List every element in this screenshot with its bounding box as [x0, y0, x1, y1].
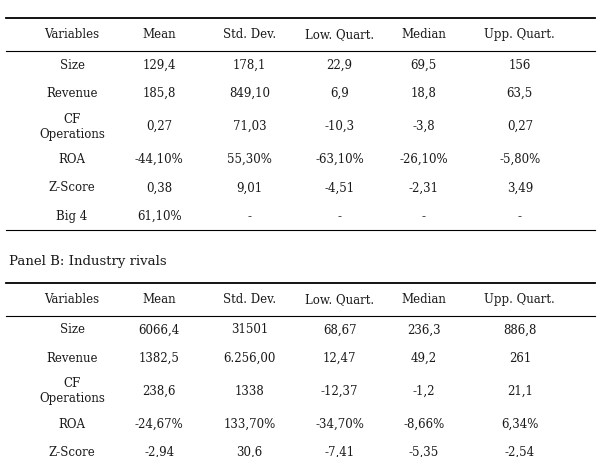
Text: 886,8: 886,8	[503, 324, 537, 336]
Text: CF
Operations: CF Operations	[39, 377, 105, 405]
Text: -2,94: -2,94	[144, 446, 174, 457]
Text: CF
Operations: CF Operations	[39, 112, 105, 141]
Text: Z-Score: Z-Score	[49, 446, 96, 457]
Text: 0,27: 0,27	[146, 120, 172, 133]
Text: -26,10%: -26,10%	[400, 153, 448, 166]
Text: 156: 156	[508, 59, 531, 72]
Text: -24,67%: -24,67%	[135, 418, 184, 430]
Text: 3,49: 3,49	[507, 181, 533, 194]
Text: Size: Size	[59, 59, 85, 72]
Text: Upp. Quart.: Upp. Quart.	[484, 293, 555, 306]
Text: Low. Quart.: Low. Quart.	[305, 28, 374, 41]
Text: 9,01: 9,01	[236, 181, 263, 194]
Text: 61,10%: 61,10%	[137, 210, 182, 223]
Text: 236,3: 236,3	[407, 324, 441, 336]
Text: 69,5: 69,5	[410, 59, 437, 72]
Text: 849,10: 849,10	[229, 87, 270, 100]
Text: Variables: Variables	[44, 28, 100, 41]
Text: 0,38: 0,38	[146, 181, 172, 194]
Text: -: -	[518, 210, 522, 223]
Text: 55,30%: 55,30%	[227, 153, 272, 166]
Text: Z-Score: Z-Score	[49, 181, 96, 194]
Text: Median: Median	[401, 293, 446, 306]
Text: 31501: 31501	[231, 324, 268, 336]
Text: 238,6: 238,6	[142, 385, 176, 398]
Text: Std. Dev.: Std. Dev.	[223, 28, 276, 41]
Text: Revenue: Revenue	[46, 87, 98, 100]
Text: -5,80%: -5,80%	[499, 153, 540, 166]
Text: Big 4: Big 4	[56, 210, 88, 223]
Text: 6,34%: 6,34%	[501, 418, 538, 430]
Text: -4,51: -4,51	[325, 181, 355, 194]
Text: -: -	[338, 210, 341, 223]
Text: Median: Median	[401, 28, 446, 41]
Text: -3,8: -3,8	[412, 120, 435, 133]
Text: -34,70%: -34,70%	[315, 418, 364, 430]
Text: 129,4: 129,4	[142, 59, 176, 72]
Text: ROA: ROA	[59, 153, 85, 166]
Text: Low. Quart.: Low. Quart.	[305, 293, 374, 306]
Text: -7,41: -7,41	[325, 446, 355, 457]
Text: 68,67: 68,67	[323, 324, 356, 336]
Text: Std. Dev.: Std. Dev.	[223, 293, 276, 306]
Text: 12,47: 12,47	[323, 352, 356, 365]
Text: Upp. Quart.: Upp. Quart.	[484, 28, 555, 41]
Text: Mean: Mean	[142, 28, 176, 41]
Text: 22,9: 22,9	[326, 59, 353, 72]
Text: 30,6: 30,6	[236, 446, 263, 457]
Text: -10,3: -10,3	[325, 120, 355, 133]
Text: Mean: Mean	[142, 293, 176, 306]
Text: -: -	[422, 210, 426, 223]
Text: -8,66%: -8,66%	[403, 418, 444, 430]
Text: -1,2: -1,2	[412, 385, 435, 398]
Text: 1382,5: 1382,5	[139, 352, 180, 365]
Text: 6.256,00: 6.256,00	[223, 352, 276, 365]
Text: -2,31: -2,31	[409, 181, 439, 194]
Text: 18,8: 18,8	[410, 87, 437, 100]
Text: 261: 261	[508, 352, 531, 365]
Text: 21,1: 21,1	[507, 385, 533, 398]
Text: 1338: 1338	[234, 385, 264, 398]
Text: -5,35: -5,35	[409, 446, 439, 457]
Text: 133,70%: 133,70%	[224, 418, 275, 430]
Text: ROA: ROA	[59, 418, 85, 430]
Text: Revenue: Revenue	[46, 352, 98, 365]
Text: 49,2: 49,2	[410, 352, 437, 365]
Text: 6,9: 6,9	[330, 87, 349, 100]
Text: -: -	[248, 210, 251, 223]
Text: 0,27: 0,27	[507, 120, 533, 133]
Text: Size: Size	[59, 324, 85, 336]
Text: 71,03: 71,03	[233, 120, 266, 133]
Text: -44,10%: -44,10%	[135, 153, 184, 166]
Text: Panel B: Industry rivals: Panel B: Industry rivals	[9, 255, 166, 268]
Text: 6066,4: 6066,4	[139, 324, 180, 336]
Text: Variables: Variables	[44, 293, 100, 306]
Text: -63,10%: -63,10%	[315, 153, 364, 166]
Text: -12,37: -12,37	[321, 385, 358, 398]
Text: 63,5: 63,5	[507, 87, 533, 100]
Text: -2,54: -2,54	[505, 446, 535, 457]
Text: 185,8: 185,8	[142, 87, 176, 100]
Text: 178,1: 178,1	[233, 59, 266, 72]
